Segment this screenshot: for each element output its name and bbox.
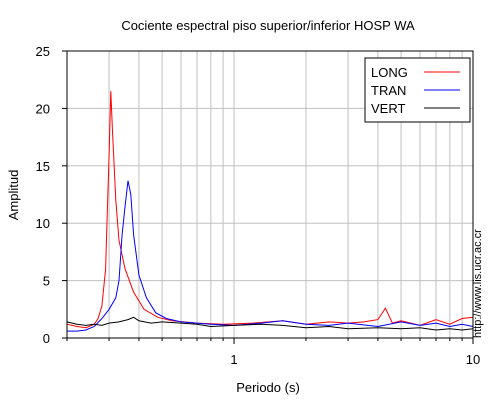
legend-label-long: LONG [371,65,408,80]
y-tick-label: 20 [36,101,50,116]
series-layer [66,91,474,332]
y-axis-label: Amplitud [6,170,21,221]
legend-label-tran: TRAN [371,83,406,98]
plot-frame [66,50,474,339]
y-tick-label: 25 [36,44,50,59]
axis-ticks: 1 10 0 5 10 15 20 25 [36,44,481,367]
series-line-long [66,91,474,329]
y-tick-label: 5 [43,274,50,289]
y-tick-label: 10 [36,216,50,231]
source-url: http://www.lis.ucr.ac.cr [472,229,484,338]
series-line-vert [66,316,474,331]
y-tick-label: 0 [43,331,50,346]
x-tick-label: 10 [466,352,480,367]
legend: LONG TRAN VERT [364,57,471,123]
series-line-tran [67,180,474,332]
y-tick-label: 15 [36,159,50,174]
x-tick-label: 1 [230,352,237,367]
chart-title: Cociente espectral piso superior/inferio… [121,18,415,33]
x-axis-label: Periodo (s) [236,380,300,395]
legend-label-vert: VERT [371,101,405,116]
